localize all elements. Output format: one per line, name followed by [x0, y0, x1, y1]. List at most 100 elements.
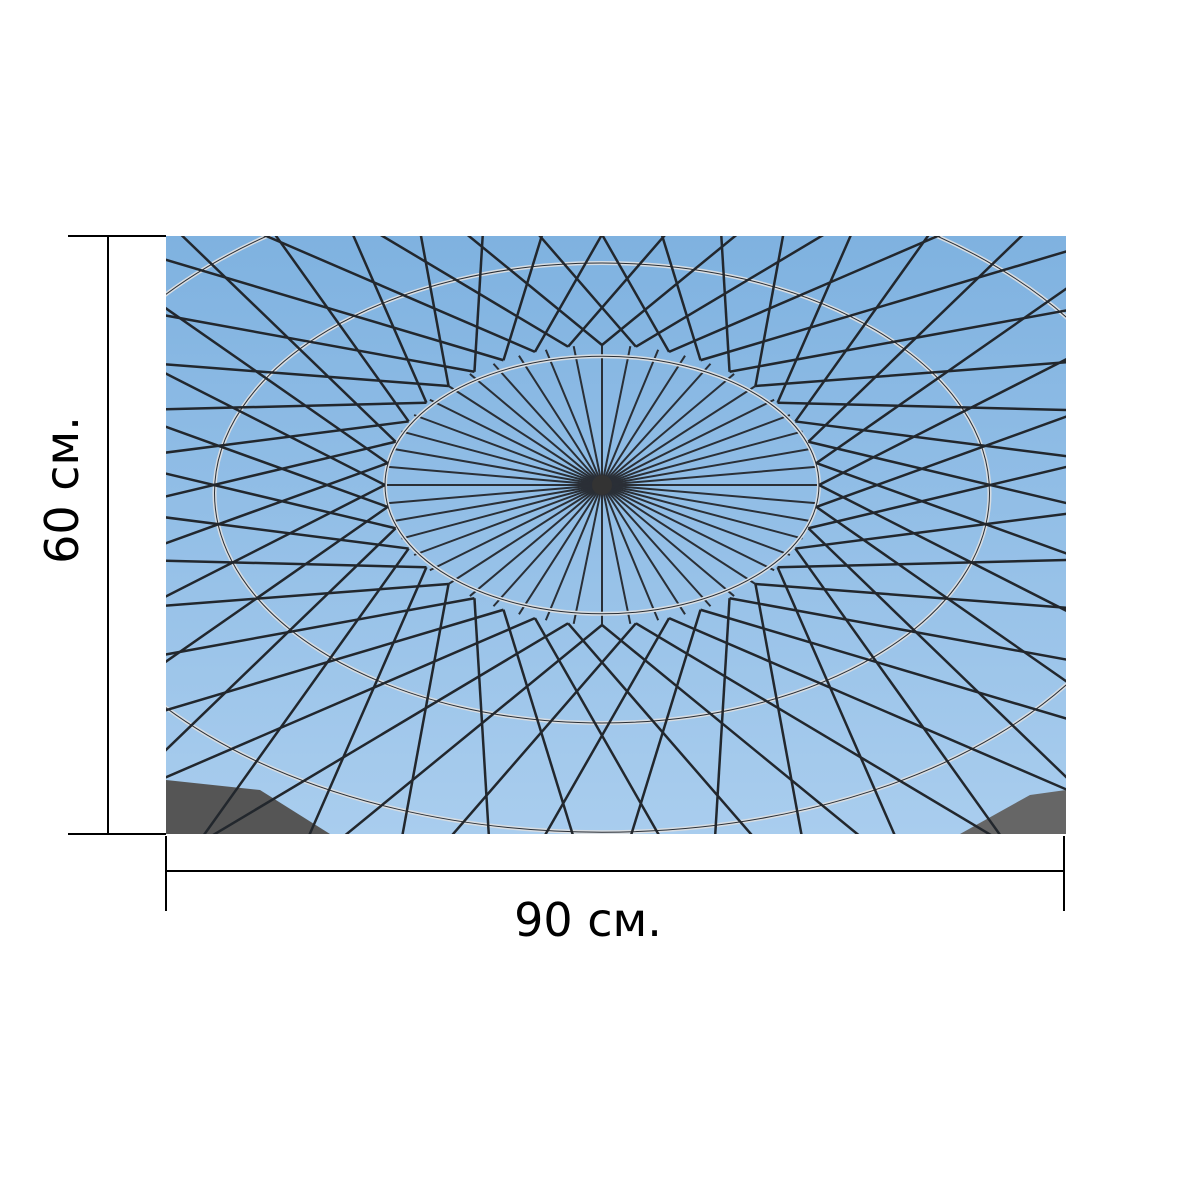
photo-strut	[635, 236, 824, 348]
photo-strut	[401, 484, 603, 540]
photo-strut	[808, 465, 1066, 530]
photo-strut	[700, 250, 1066, 362]
photo-strut	[660, 236, 702, 361]
photo-strut	[166, 608, 504, 712]
photo-strut	[601, 345, 632, 486]
photo-strut	[308, 566, 428, 834]
photo-strut	[212, 622, 569, 834]
photo-strut	[815, 415, 1066, 509]
photo-strut	[502, 236, 544, 361]
photo-strut	[601, 398, 775, 486]
photo-strut	[572, 345, 603, 486]
photo-strut	[601, 484, 660, 621]
photo-strut	[720, 236, 731, 372]
photo-strut	[601, 484, 686, 615]
photo-strut	[413, 414, 603, 486]
photo-strut	[601, 624, 860, 834]
photo-strut	[601, 465, 818, 486]
photo-strut	[166, 559, 427, 569]
photo-strut	[808, 440, 1066, 505]
photo-strut	[601, 236, 671, 353]
photo-strut	[754, 583, 803, 834]
photo-strut	[601, 484, 756, 585]
photo-strut	[601, 484, 735, 597]
photo-building	[960, 790, 1066, 834]
photo-strut	[166, 306, 389, 465]
photo-strut	[601, 373, 735, 486]
photo-strut	[166, 258, 504, 362]
photo-strut	[180, 236, 397, 443]
photo-strut	[601, 484, 803, 540]
photo-strut	[166, 617, 536, 779]
photo-strut	[166, 483, 386, 598]
photo-strut	[344, 624, 603, 834]
photo-strut	[203, 547, 410, 834]
photo-strut	[601, 484, 812, 523]
photo-strut	[274, 236, 410, 423]
photo-strut	[429, 484, 603, 572]
photo-strut	[166, 236, 1066, 833]
photo-strut	[401, 430, 603, 486]
photo-strut	[533, 617, 660, 834]
photo-strut	[601, 484, 791, 556]
photo-strut	[166, 420, 409, 454]
photo-strut	[635, 622, 992, 834]
photo-strut	[166, 314, 475, 373]
photo-strut	[567, 236, 666, 348]
photo-strut	[166, 597, 475, 656]
photo-strut	[166, 527, 397, 752]
photo-strut	[392, 447, 603, 486]
photo-strut	[815, 461, 1066, 555]
photo-strut	[166, 440, 396, 498]
photo-strut	[807, 527, 1066, 779]
photo-strut	[755, 361, 1066, 388]
photo-strut	[538, 236, 637, 348]
photo-strut	[777, 401, 1066, 412]
photo-strut	[601, 484, 818, 505]
photo-strut	[214, 262, 990, 724]
photo-strut	[544, 484, 603, 621]
photo-strut	[601, 385, 756, 486]
photo-strut	[492, 363, 603, 486]
photo-strut	[601, 447, 812, 486]
photo-strut	[601, 484, 632, 625]
photo-strut	[754, 236, 785, 387]
photo-strut	[466, 236, 603, 346]
photo-strut	[429, 398, 603, 486]
photo-strut	[714, 598, 731, 834]
photo-strut	[601, 430, 803, 486]
height-label: 60 см.	[35, 416, 89, 564]
photo-strut	[518, 484, 603, 615]
photo-building	[166, 780, 330, 834]
photo-strut	[392, 484, 603, 523]
photo-strut	[601, 349, 660, 486]
photo-strut	[795, 512, 1066, 550]
photo-strut	[776, 236, 852, 404]
photo-strut	[473, 598, 490, 834]
photo-strut	[533, 236, 603, 353]
photo-strut	[807, 236, 1024, 443]
photo-strut	[166, 582, 449, 607]
photo-strut	[166, 472, 396, 530]
photo-strut	[601, 355, 686, 486]
photo-strut	[815, 287, 1066, 465]
photo-strut	[755, 582, 1066, 609]
photo-strut	[448, 484, 603, 585]
photo-strut	[567, 622, 753, 834]
photo-strut	[518, 355, 603, 486]
photo-strut	[668, 236, 941, 353]
photo-strut	[729, 309, 1066, 373]
photo-strut	[601, 363, 712, 486]
photo-strut	[794, 236, 930, 423]
photo-strut	[451, 622, 637, 834]
photo-strut	[166, 401, 427, 411]
width-label: 90 см.	[514, 893, 662, 947]
photo-strut	[386, 465, 603, 486]
photo-strut	[419, 236, 450, 387]
photo-strut	[794, 547, 1001, 834]
photo-strut	[668, 617, 1066, 791]
photo-lattice	[166, 236, 1066, 834]
photo-strut	[166, 516, 409, 550]
